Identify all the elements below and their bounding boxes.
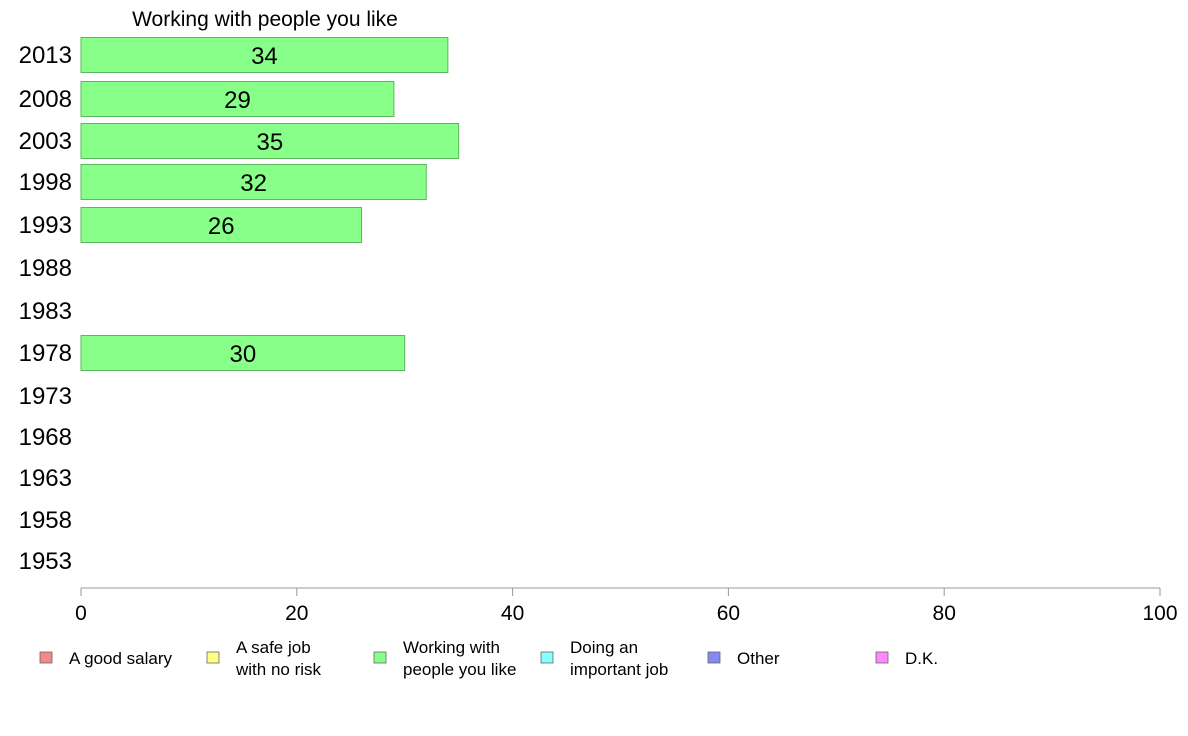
bar-1993 [80,207,363,243]
legend-label: with no risk [235,660,322,679]
legend: A good salary A safe job with no risk Worki… [39,638,938,679]
legend-swatch [707,651,721,664]
x-tick-label-60: 60 [717,602,740,625]
legend-item-working-with-people-you-like: Working with people you like [373,638,516,679]
year-label-1963: 1963 [19,465,72,492]
legend-label: Other [737,649,780,668]
legend-item-a-good-salary: A good salary [39,649,173,668]
year-label-1983: 1983 [19,298,72,325]
legend-label: people you like [403,660,516,679]
legend-item-doing-an-important-job: Doing an important job [540,638,668,679]
year-label-1958: 1958 [19,507,72,534]
x-tick-label-40: 40 [501,602,524,625]
year-label-1973: 1973 [19,383,72,410]
x-tick-label-20: 20 [285,602,308,625]
legend-label: A safe job [236,638,311,657]
legend-item-d-k: D.K. [875,649,938,668]
legend-swatch [39,651,53,664]
legend-label: Working with [403,638,500,657]
legend-label: Doing an [570,638,638,657]
legend-swatch [540,651,554,664]
bar-value-label-1993: 26 [208,213,235,240]
legend-item-a-safe-job-with-no-risk: A safe job with no risk [206,638,322,679]
bar-2008 [80,81,395,117]
year-label-2013: 2013 [19,42,72,69]
legend-label: D.K. [905,649,938,668]
bar-value-label-1978: 30 [229,341,256,368]
bar-value-label-2003: 35 [256,129,283,156]
bar-value-label-1998: 32 [240,170,267,197]
legend-swatch [875,651,889,664]
year-label-1968: 1968 [19,424,72,451]
bar-2003 [80,123,460,159]
legend-swatch [373,651,387,664]
legend-label: important job [570,660,668,679]
year-label-2008: 2008 [19,86,72,113]
bar-value-label-2008: 29 [224,87,251,114]
chart-title: Working with people you like [132,8,398,31]
year-labels: 2013 2008 2003 1998 1993 1988 1983 1978 1973 1968… [19,42,72,575]
bar-1998 [80,164,427,200]
year-label-1993: 1993 [19,212,72,239]
bar-1978 [80,335,406,371]
year-label-1988: 1988 [19,255,72,282]
legend-swatch [206,651,220,664]
bar-value-label-2013: 34 [251,43,278,70]
bar-2013 [80,37,449,73]
x-axis: 0 20 40 60 80 100 [75,587,1178,625]
year-label-2003: 2003 [19,128,72,155]
year-label-1953: 1953 [19,548,72,575]
legend-label: A good salary [69,649,173,668]
x-tick-label-100: 100 [1142,602,1177,625]
x-tick-label-0: 0 [75,602,87,625]
legend-item-other: Other [707,649,780,668]
year-label-1998: 1998 [19,169,72,196]
x-tick-label-80: 80 [933,602,956,625]
year-label-1978: 1978 [19,340,72,367]
